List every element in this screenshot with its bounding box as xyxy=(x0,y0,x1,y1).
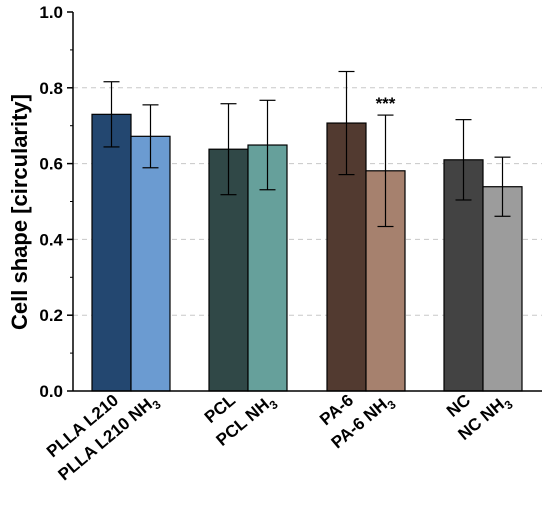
y-tick-label: 0.4 xyxy=(39,230,63,249)
y-tick-label: 0.6 xyxy=(39,155,63,174)
bar xyxy=(91,113,132,392)
y-tick-label: 0.2 xyxy=(39,306,63,325)
significance-annotation: *** xyxy=(376,94,396,113)
axes xyxy=(67,11,542,392)
y-tick-label: 0.0 xyxy=(39,382,63,401)
y-tick-labels: 0.0 0.2 0.4 0.6 0.8 1.0 xyxy=(39,3,63,401)
bar xyxy=(130,135,171,392)
bars xyxy=(91,113,523,392)
bar xyxy=(482,186,523,392)
error-bars xyxy=(103,70,511,228)
y-tick-label: 0.8 xyxy=(39,79,63,98)
y-tick-label: 1.0 xyxy=(39,3,63,22)
y-axis-title: Cell shape [circularity] xyxy=(7,94,32,330)
annotations: *** xyxy=(376,94,396,113)
